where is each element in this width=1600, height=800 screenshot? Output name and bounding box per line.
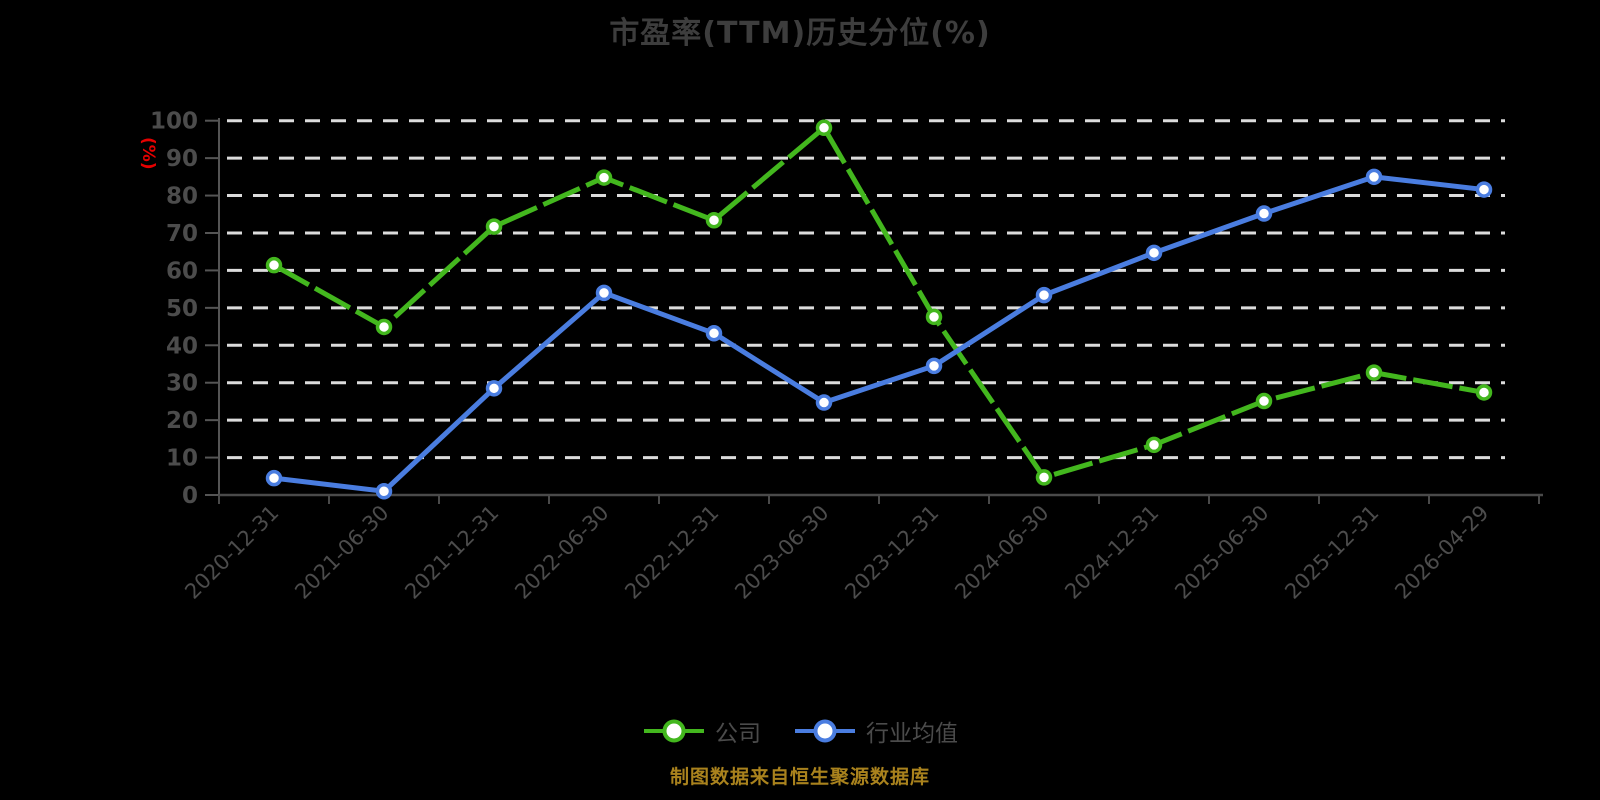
y-tick-label: 90 [166, 146, 198, 172]
y-tick-label: 0 [182, 483, 198, 509]
x-tick-label: 2021-12-31 [400, 501, 503, 604]
y-tick-label: 70 [166, 221, 198, 247]
company-data-point-2025-06-30 [1255, 392, 1273, 410]
x-tick-label: 2021-06-30 [290, 501, 393, 604]
x-tick-label: 2025-06-30 [1170, 501, 1273, 604]
company-line [272, 125, 1485, 480]
industry-data-point-2026-04-29 [1475, 181, 1493, 198]
y-tick-label: 50 [166, 296, 198, 322]
industry-data-point-2023-06-30 [815, 394, 833, 411]
y-tick-label: 60 [166, 258, 198, 284]
company-data-point-2021-06-30 [375, 318, 393, 336]
industry-data-point-2023-12-31 [925, 357, 943, 375]
y-tick-label: 20 [166, 408, 198, 434]
company-data-point-2022-12-31 [705, 212, 723, 229]
x-tick-label: 2025-12-31 [1280, 501, 1383, 604]
company-data-point-2023-06-30 [815, 119, 833, 137]
x-tick-label: 2024-12-31 [1060, 501, 1163, 604]
x-tick-label: 2024-06-30 [950, 501, 1053, 604]
legend-item-industry-average[interactable]: 行业均值 [793, 714, 958, 748]
industry-data-point-2022-12-31 [705, 325, 723, 342]
company-data-point-2026-04-29 [1475, 384, 1493, 401]
industry-data-point-2024-12-31 [1145, 244, 1163, 262]
x-tick-label: 2026-04-29 [1390, 501, 1493, 604]
industry-data-point-2025-06-30 [1255, 205, 1273, 222]
industry-data-point-2020-12-31 [265, 469, 283, 487]
industry-series-marker-icon [795, 719, 855, 743]
x-tick-label: 2023-06-30 [730, 501, 833, 604]
company-data-point-2020-12-31 [265, 256, 283, 274]
company-data-point-2021-12-31 [485, 218, 503, 235]
y-tick-label: 30 [166, 371, 198, 397]
y-tick-label: 40 [166, 333, 198, 359]
y-tick-label: 80 [166, 184, 198, 210]
industry-data-point-2025-12-31 [1365, 168, 1383, 186]
data-source-note: 制图数据来自恒生聚源数据库 [669, 766, 930, 788]
industry-data-point-2024-06-30 [1035, 286, 1053, 304]
company-data-point-2024-06-30 [1035, 469, 1053, 486]
chart-legend: 公司 行业均值 [0, 714, 1600, 748]
x-tick-label: 2023-12-31 [840, 501, 943, 604]
company-data-point-2025-12-31 [1365, 364, 1383, 381]
industry-line [273, 174, 1485, 494]
company-data-point-2024-12-31 [1145, 436, 1163, 454]
x-tick-label: 2022-06-30 [510, 501, 613, 604]
x-tick-label: 2020-12-31 [180, 501, 283, 604]
legend-label-company: 公司 [715, 721, 761, 747]
company-series-marker-icon [644, 719, 704, 743]
y-tick-label: 100 [150, 109, 198, 135]
legend-item-company[interactable]: 公司 [642, 714, 761, 748]
company-data-point-2022-06-30 [595, 169, 613, 186]
company-data-point-2023-12-31 [925, 308, 943, 326]
industry-data-point-2021-12-31 [485, 380, 503, 397]
x-tick-label: 2022-12-31 [620, 501, 723, 604]
industry-data-point-2022-06-30 [595, 284, 613, 302]
chart-title: 市盈率(TTM)历史分位(%) [609, 16, 991, 51]
legend-label-industry-average: 行业均值 [866, 721, 958, 747]
y-tick-label: 10 [166, 446, 198, 472]
industry-data-point-2021-06-30 [375, 483, 393, 500]
